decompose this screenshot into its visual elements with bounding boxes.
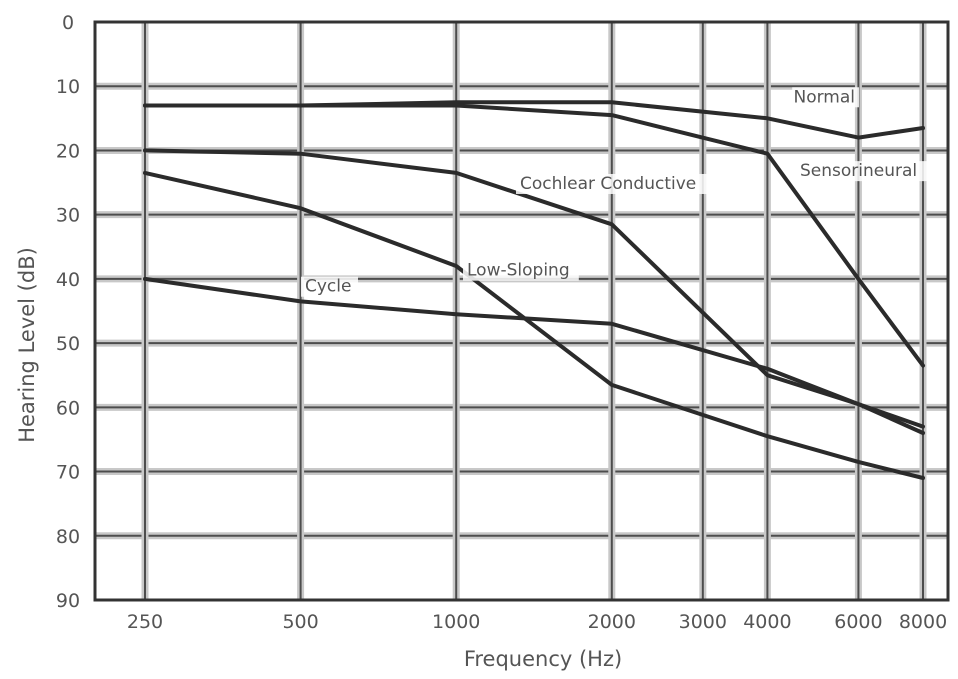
x-tick-label: 2000: [588, 611, 636, 633]
y-tick-label: 60: [56, 397, 80, 419]
curve-label-bg-low-sloping: [463, 260, 579, 281]
x-tick-label: 500: [282, 611, 318, 633]
y-tick-label: 70: [56, 462, 80, 484]
y-tick-label: 0: [62, 12, 74, 34]
curve-label-cycle: Cycle: [305, 277, 351, 297]
y-tick-label: 80: [56, 526, 80, 548]
plot-background: [95, 22, 948, 600]
y-tick-label: 50: [56, 333, 80, 355]
y-tick-label: 40: [56, 269, 80, 291]
curve-label-bg-normal: [792, 87, 859, 108]
y-tick-label: 90: [56, 590, 80, 612]
x-tick-label: 4000: [743, 611, 791, 633]
curve-label-sensorineural: Sensorineural: [800, 161, 917, 181]
curve-label-normal: Normal: [793, 87, 855, 107]
x-tick-label: 3000: [679, 611, 727, 633]
x-tick-label: 1000: [432, 611, 480, 633]
label-layer: Normal Sensorineural Cochlear Conductive Lo…: [301, 87, 932, 297]
series-line-cycle: [143, 276, 925, 429]
y-tick-label: 20: [56, 140, 80, 162]
x-tick-label: 8000: [899, 611, 947, 633]
series-line-sensorineural: [143, 103, 925, 368]
tick-layer: 0 10 20 30 40 50 60 70 80 90 250 500 1000 2000 3000 400…: [56, 12, 947, 633]
curve-label-bg-cochlear-conductive: [516, 173, 711, 194]
plot-frame: [93, 20, 950, 602]
curve-label-bg-cycle: [301, 276, 358, 297]
curve-label-bg-sensorineural: [796, 161, 932, 182]
curve-label-cochlear-conductive: Cochlear Conductive: [520, 174, 696, 194]
x-tick-label: 250: [127, 611, 163, 633]
y-axis-title: Hearing Level (dB): [15, 247, 39, 443]
y-tick-label: 30: [56, 205, 80, 227]
series-line-low-sloping: [143, 170, 925, 480]
x-axis-title: Frequency (Hz): [464, 647, 622, 671]
series-layer: [143, 100, 925, 480]
curve-label-low-sloping: Low-Sloping: [467, 261, 570, 281]
y-tick-label: 10: [56, 76, 80, 98]
x-tick-label: 6000: [834, 611, 882, 633]
